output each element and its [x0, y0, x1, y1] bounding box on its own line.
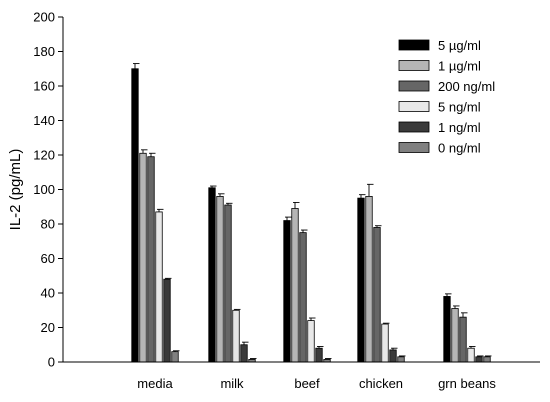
bar-chicken-4 — [389, 349, 397, 363]
bar-grn-beans-2 — [459, 316, 467, 363]
x-tick-label: milk — [220, 376, 244, 391]
x-tick-label: media — [137, 376, 173, 391]
x-tick-label: grn beans — [438, 376, 496, 391]
bar-media-5 — [171, 351, 179, 363]
legend-label: 5 µg/ml — [438, 38, 481, 53]
legend-swatch — [398, 39, 430, 51]
legend-swatch — [398, 101, 430, 112]
y-tick-label: 180 — [33, 44, 55, 59]
bar-milk-3 — [232, 309, 240, 363]
bar-beef-3 — [307, 320, 315, 363]
bar-media-1 — [139, 152, 147, 363]
y-tick-label: 140 — [33, 113, 55, 128]
bar-milk-2 — [224, 204, 232, 363]
x-tick-label: beef — [294, 376, 320, 391]
legend-swatch — [398, 80, 430, 92]
legend-label: 1 ng/ml — [438, 120, 481, 135]
bar-chicken-2 — [373, 227, 381, 363]
bar-beef-0 — [283, 220, 291, 363]
legend-label: 1 µg/ml — [438, 59, 481, 74]
bar-milk-0 — [208, 187, 216, 363]
bar-beef-2 — [299, 232, 307, 363]
bar-milk-4 — [240, 344, 248, 363]
y-axis-title: IL-2 (pg/mL) — [7, 149, 24, 231]
legend-swatch — [398, 121, 430, 133]
bar-grn-beans-5 — [483, 356, 491, 363]
bar-grn-beans-4 — [475, 356, 483, 363]
y-tick-label: 120 — [33, 148, 55, 163]
bar-beef-1 — [291, 208, 299, 363]
axes: 0 20 40 60 80 100 120 140 160 180 200 media milk beef… — [33, 10, 540, 391]
bar-chicken-5 — [397, 356, 405, 363]
bar-grn-beans-0 — [443, 296, 451, 363]
legend-swatch — [398, 142, 430, 153]
bar-grn-beans-1 — [451, 308, 459, 363]
y-tick-label: 40 — [41, 286, 55, 301]
bar-beef-4 — [315, 347, 323, 363]
bar-media-0 — [131, 68, 139, 363]
legend-swatch — [398, 60, 430, 71]
y-tick-label: 20 — [41, 320, 55, 335]
bar-media-3 — [155, 211, 163, 363]
bar-milk-1 — [216, 195, 224, 363]
y-tick-label: 160 — [33, 79, 55, 94]
y-tick-label: 0 — [48, 355, 55, 370]
bar-media-2 — [147, 156, 155, 363]
legend-label: 200 ng/ml — [438, 79, 495, 94]
y-tick-label: 80 — [41, 217, 55, 232]
bar-chicken-1 — [365, 195, 373, 363]
legend-label: 5 ng/ml — [438, 100, 481, 115]
y-tick-label: 60 — [41, 251, 55, 266]
legend-label: 0 ng/ml — [438, 141, 481, 156]
y-tick-label: 100 — [33, 182, 55, 197]
bar-chicken-3 — [381, 323, 389, 363]
y-tick-label: 200 — [33, 10, 55, 25]
bar-chicken-0 — [357, 197, 365, 363]
x-tick-label: chicken — [359, 376, 403, 391]
bar-media-4 — [163, 278, 171, 363]
bar-grn-beans-3 — [467, 347, 475, 363]
legend: 5 µg/ml 1 µg/ml 200 ng/ml 5 ng/ml 1 ng/ml 0 n… — [398, 38, 495, 156]
